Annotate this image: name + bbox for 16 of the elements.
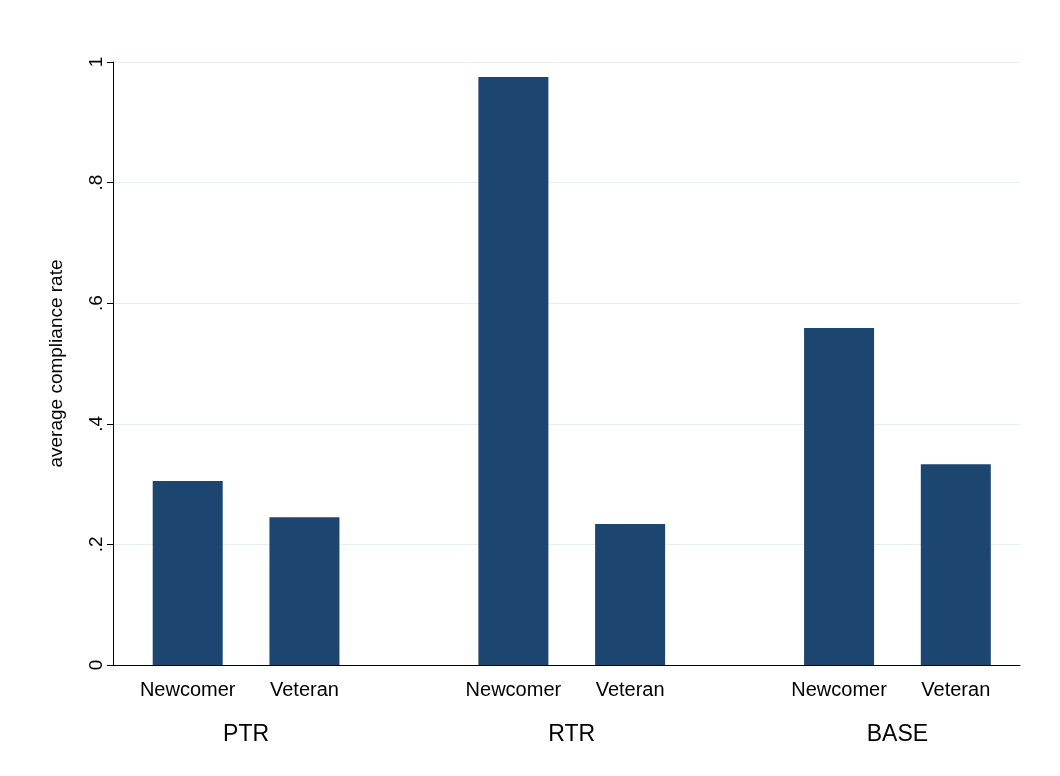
y-axis-title: average compliance rate <box>45 259 66 468</box>
x-tick-label: Newcomer <box>791 678 888 700</box>
x-tick-label: Veteran <box>595 678 665 700</box>
text: PTR <box>223 719 270 746</box>
text: BASE <box>866 719 929 746</box>
y-tick-label: .6 <box>85 295 106 312</box>
y-tick-label: .4 <box>85 415 106 432</box>
y-tick-label: 1 <box>85 56 106 68</box>
x-tick-label: Newcomer <box>139 678 236 700</box>
y-tick-label: 0 <box>85 659 106 671</box>
y-tick-label: .2 <box>85 536 106 553</box>
y-tick-label: .8 <box>85 174 106 191</box>
x-tick-label: Veteran <box>921 678 991 700</box>
x-tick-label: Newcomer <box>465 678 562 700</box>
text: RTR <box>548 719 596 746</box>
x-tick-label: Veteran <box>269 678 339 700</box>
